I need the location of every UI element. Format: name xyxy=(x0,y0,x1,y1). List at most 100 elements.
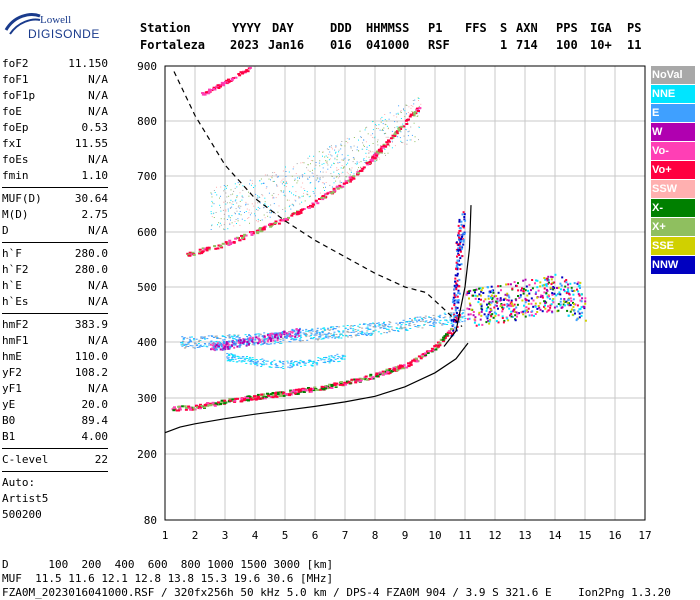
echo-point xyxy=(246,341,249,343)
echo-point xyxy=(223,218,225,220)
echo-point xyxy=(246,397,250,399)
echo-point xyxy=(417,110,420,112)
echo-point xyxy=(350,336,353,338)
echo-point xyxy=(265,363,268,365)
echo-point xyxy=(546,282,549,285)
echo-point xyxy=(445,320,448,322)
echo-point xyxy=(462,243,465,246)
echo-point xyxy=(570,300,573,302)
echo-point xyxy=(317,389,321,391)
echo-point xyxy=(434,348,438,351)
echo-point xyxy=(254,333,257,335)
echo-point xyxy=(261,227,265,230)
echo-point xyxy=(402,364,406,367)
echo-point xyxy=(211,224,213,226)
echo-point xyxy=(307,164,309,166)
echo-point xyxy=(273,203,275,205)
echo-point xyxy=(234,358,237,360)
echo-point xyxy=(438,321,441,323)
echo-point xyxy=(409,321,412,322)
echo-point xyxy=(187,343,190,345)
echo-point xyxy=(204,338,206,340)
echo-point xyxy=(368,161,372,163)
header-label: PS xyxy=(627,21,642,35)
echo-point xyxy=(263,397,267,400)
echo-point xyxy=(243,398,247,401)
echo-point xyxy=(225,192,227,194)
echo-point xyxy=(516,303,519,306)
echo-point xyxy=(282,209,284,210)
echo-point xyxy=(500,289,502,292)
echo-point xyxy=(403,135,405,137)
y-tick-label: 300 xyxy=(137,392,157,405)
echo-point xyxy=(283,194,285,196)
echo-point xyxy=(419,357,423,360)
echo-point xyxy=(501,304,504,306)
echo-point xyxy=(228,195,230,197)
echo-point xyxy=(311,330,314,332)
echo-point xyxy=(341,172,343,174)
echo-point xyxy=(219,226,221,228)
echo-point xyxy=(216,194,218,196)
echo-point xyxy=(388,331,391,333)
echo-point xyxy=(355,335,357,337)
echo-point xyxy=(285,180,287,182)
echo-point xyxy=(549,304,552,307)
echo-point xyxy=(254,338,257,341)
echo-point xyxy=(496,300,499,303)
echo-point xyxy=(246,70,250,73)
echo-point xyxy=(220,343,222,346)
echo-point xyxy=(302,362,305,363)
echo-point xyxy=(189,345,192,347)
echo-point xyxy=(384,114,386,115)
echo-point xyxy=(536,296,539,299)
echo-point xyxy=(232,201,234,203)
echo-point xyxy=(536,311,539,313)
echo-point xyxy=(444,316,447,318)
echo-point xyxy=(208,88,211,91)
echo-point xyxy=(263,214,265,216)
echo-point xyxy=(385,132,387,134)
echo-point xyxy=(489,291,492,294)
echo-point xyxy=(544,304,546,307)
echo-point xyxy=(315,338,318,340)
echo-point xyxy=(371,332,374,334)
echo-point xyxy=(320,177,321,179)
echo-point xyxy=(421,327,424,329)
echo-point xyxy=(358,323,361,325)
echo-point xyxy=(522,292,525,295)
echo-point xyxy=(546,279,549,282)
echo-point xyxy=(565,292,568,295)
echo-point xyxy=(246,395,250,398)
echo-point xyxy=(418,139,419,141)
echo-point xyxy=(377,331,380,333)
echo-point xyxy=(365,141,367,143)
echo-point xyxy=(414,357,418,360)
echo-point xyxy=(293,391,297,393)
echo-point xyxy=(374,136,376,138)
echo-point xyxy=(181,341,184,343)
echo-point xyxy=(499,299,502,302)
echo-point xyxy=(241,235,245,238)
echo-point xyxy=(191,336,193,338)
echo-point xyxy=(206,346,209,348)
echo-point xyxy=(356,161,358,163)
echo-point xyxy=(207,246,211,249)
echo-point xyxy=(357,334,360,336)
echo-point xyxy=(231,353,233,355)
echo-point xyxy=(272,175,273,177)
echo-point xyxy=(251,203,253,205)
echo-point xyxy=(460,309,463,311)
echo-point xyxy=(242,185,244,187)
echo-point xyxy=(442,323,445,325)
echo-point xyxy=(510,299,513,302)
echo-point xyxy=(464,318,467,319)
echo-point xyxy=(278,395,282,397)
echo-point xyxy=(387,152,389,154)
echo-point xyxy=(381,323,384,325)
echo-point xyxy=(223,402,227,405)
echo-point xyxy=(308,360,311,361)
echo-point xyxy=(263,362,265,364)
echo-point xyxy=(379,129,381,131)
header-value: 11 xyxy=(627,38,642,52)
